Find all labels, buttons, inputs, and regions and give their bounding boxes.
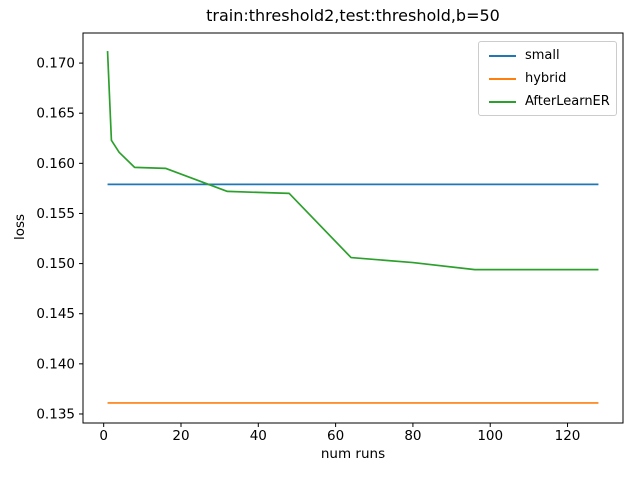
x-tick-label: 20	[172, 428, 189, 444]
y-tick-label: 0.165	[36, 106, 75, 122]
x-tick-label: 80	[404, 428, 421, 444]
legend-label: hybrid	[525, 71, 567, 86]
y-tick-label: 0.145	[36, 306, 75, 322]
legend-line-swatch	[489, 77, 516, 80]
y-tick-label: 0.150	[36, 256, 75, 272]
legend-label: small	[525, 48, 560, 63]
y-axis-label: loss	[12, 213, 28, 241]
legend-label: AfterLearnER	[525, 94, 610, 109]
legend-item-small: small	[489, 44, 616, 67]
legend-line-swatch	[489, 54, 516, 57]
x-tick-label: 0	[99, 428, 108, 444]
legend-item-hybrid: hybrid	[489, 67, 616, 90]
series-line-afterlearner	[106, 51, 599, 271]
y-tick-label: 0.155	[36, 206, 75, 222]
chart-title: train:threshold2,test:threshold,b=50	[206, 6, 500, 25]
y-tick-label: 0.160	[36, 156, 75, 172]
x-axis-label: num runs	[320, 446, 386, 462]
y-tick-label: 0.135	[36, 406, 75, 422]
plot-border	[82, 32, 624, 424]
x-tick-label: 120	[555, 428, 581, 444]
y-tick-label: 0.140	[36, 356, 75, 372]
legend-item-afterlearner: AfterLearnER	[489, 90, 616, 113]
x-tick-label: 60	[327, 428, 344, 444]
legend: small hybrid AfterLearnER	[478, 41, 617, 116]
x-tick-label: 100	[477, 428, 503, 444]
y-tick-label: 0.170	[36, 56, 75, 72]
x-tick-label: 40	[250, 428, 267, 444]
legend-line-swatch	[489, 100, 516, 103]
